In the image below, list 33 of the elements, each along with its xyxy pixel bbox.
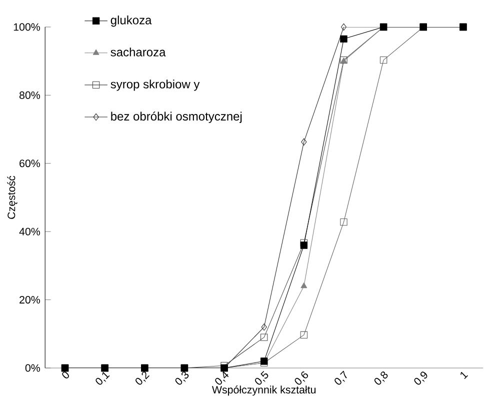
point (300, 242, 308, 249)
legend-label: glukoza (110, 16, 152, 27)
point (261, 323, 267, 331)
y-tick-label: 60% (20, 160, 40, 168)
x-axis-title: Współczynnik kształtu (212, 386, 316, 396)
point (300, 331, 308, 339)
point (260, 334, 268, 341)
x-tick-label: 0,9 (414, 372, 428, 385)
x-tick-label: 0,5 (254, 370, 268, 385)
y-tick-label: 40% (19, 228, 40, 236)
point (380, 56, 388, 64)
x-tick-label: 0,6 (294, 371, 308, 385)
point (301, 138, 307, 146)
legend-label: sacharoza (110, 48, 166, 56)
x-tick-label: 0,4 (215, 371, 229, 385)
x-tick-label: 1 (460, 372, 468, 380)
y-tick-label: 100% (14, 23, 40, 31)
y-tick-label: 20% (20, 296, 40, 304)
legend-label: bez obróbki osmotycznej (111, 112, 242, 123)
x-tick-label: 0,7 (334, 370, 347, 385)
point (340, 218, 348, 226)
x-tick-label: 0,3 (175, 372, 189, 385)
point (300, 282, 308, 288)
x-tick-label: 0,2 (136, 372, 150, 385)
y-axis-title: Częstość (7, 176, 18, 219)
y-tick-label: 80% (20, 91, 40, 99)
x-tick-label: 0 (62, 372, 69, 378)
y-tick-label: 0% (25, 364, 40, 372)
point (340, 35, 348, 43)
legend-label: syrop skrobiow y (110, 80, 200, 91)
x-tick-label: 0,1 (96, 372, 110, 385)
x-tick-label: 0,8 (374, 372, 388, 385)
point (340, 23, 346, 31)
